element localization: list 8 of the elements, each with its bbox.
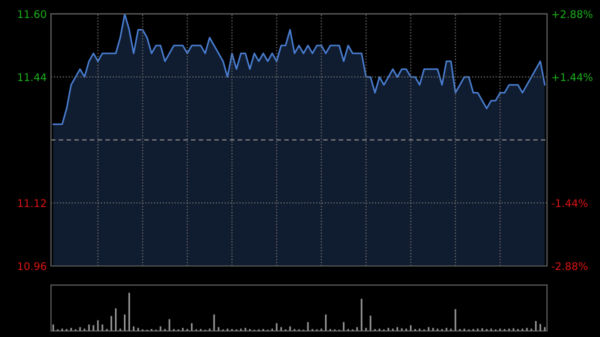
y-tick-label: 11.12 bbox=[18, 199, 46, 207]
y2-tick-label: +1.44% bbox=[552, 73, 592, 82]
y2-tick-label: -2.88% bbox=[552, 262, 588, 270]
y2-tick-label: -1.44% bbox=[552, 199, 588, 208]
y-tick-label: 10.96 bbox=[18, 262, 46, 270]
y-tick-label: 11.60 bbox=[18, 10, 46, 18]
y2-tick-label: +2.88% bbox=[552, 10, 592, 18]
y-tick-label: 11.44 bbox=[18, 73, 46, 81]
